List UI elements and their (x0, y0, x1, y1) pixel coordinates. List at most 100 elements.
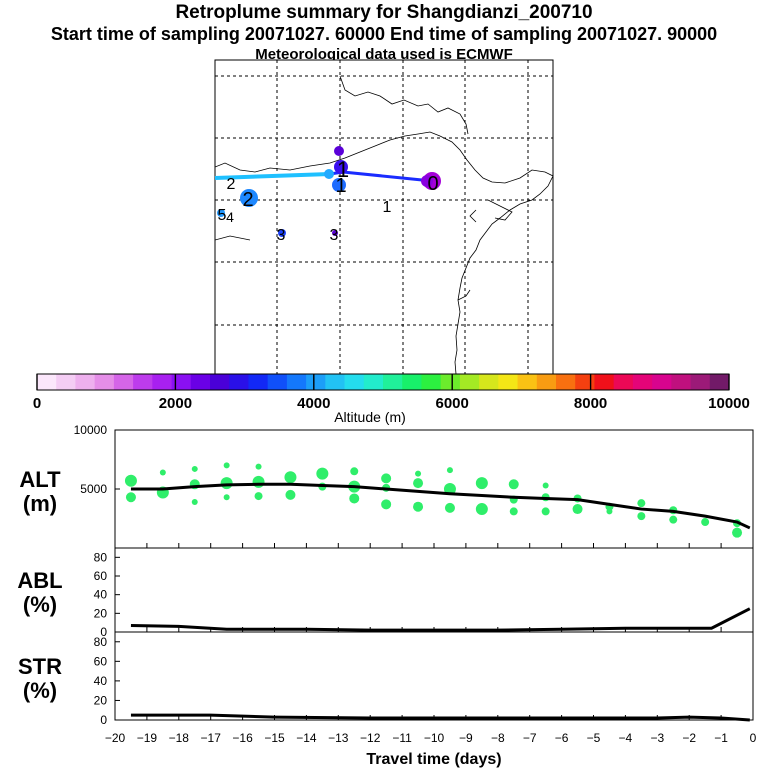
trajectory-day-label: 4 (226, 209, 234, 225)
altitude-scatter-point (191, 465, 198, 472)
altitude-scatter-point (191, 498, 198, 505)
altitude-scatter-point (285, 489, 296, 500)
colorbar-cell (690, 374, 711, 390)
trajectory-point (332, 230, 338, 236)
colorbar-cell (94, 374, 115, 390)
colorbar-cell (402, 374, 422, 390)
altitude-scatter-point (349, 493, 360, 504)
altitude-scatter-point (415, 470, 422, 477)
x-tick-label: −19 (137, 731, 158, 745)
panel-frame (114, 631, 754, 721)
y-tick-label: 20 (94, 606, 108, 620)
altitude-scatter-point (606, 508, 613, 515)
x-tick-label: −14 (296, 731, 317, 745)
altitude-scatter-point (637, 512, 646, 521)
y-tick-label: 0 (100, 625, 107, 639)
colorbar-cell (517, 374, 538, 390)
panel-label: STR (18, 654, 62, 679)
panel-label: ALT (19, 467, 61, 492)
colorbar-cell (383, 374, 403, 390)
colorbar-cell (363, 374, 384, 390)
panel-unit: (%) (23, 678, 57, 703)
colorbar-cell (709, 374, 730, 390)
y-tick-label: 80 (94, 550, 108, 564)
trajectory-day-label: 0 (427, 173, 438, 195)
colorbar-cell (37, 374, 57, 390)
colorbar-cell (421, 374, 442, 390)
colorbar-tick-label: 4000 (297, 395, 330, 412)
altitude-scatter-point (220, 477, 233, 490)
colorbar-cell (190, 374, 211, 390)
time-series-panels: 500010000ALT(m)020406080ABL(%)020406080S… (17, 423, 757, 768)
abl-line (130, 607, 751, 632)
chart-title: Retroplume summary for Shangdianzi_20071… (175, 2, 593, 23)
trajectory-segment (214, 172, 331, 180)
mean-altitude-line (130, 482, 751, 530)
colorbar-cell (210, 374, 230, 390)
y-tick-label: 5000 (80, 482, 107, 496)
altitude-scatter-point (572, 504, 583, 515)
trajectory-point (332, 178, 346, 192)
sampling-times: Start time of sampling 20071027. 60000 E… (50, 24, 718, 44)
x-tick-label: −10 (424, 731, 445, 745)
panel-label: ABL (17, 568, 62, 593)
map-frame (214, 59, 554, 375)
x-tick-label: −8 (491, 731, 505, 745)
trajectory-point (217, 209, 225, 217)
altitude-scatter-point (475, 477, 488, 490)
altitude-scatter-point (284, 471, 297, 484)
x-tick-label: −16 (232, 731, 253, 745)
x-tick-label: −20 (105, 731, 126, 745)
altitude-scatter-point (254, 492, 263, 501)
altitude-scatter-point (475, 503, 488, 516)
colorbar-tick-label: 10000 (708, 395, 750, 412)
x-tick-label: −6 (555, 731, 569, 745)
altitude-scatter-point (413, 501, 424, 512)
colorbar-cell (613, 374, 634, 390)
altitude-scatter-point (669, 515, 678, 524)
x-tick-label: 0 (750, 731, 757, 745)
x-tick-label: −5 (587, 731, 601, 745)
trajectory-day-label: 1 (383, 199, 392, 216)
trajectory-day-label: 2 (227, 176, 236, 193)
x-tick-label: −18 (169, 731, 190, 745)
trajectory-point (324, 169, 334, 179)
panel-unit: (%) (23, 592, 57, 617)
altitude-scatter-point (316, 467, 329, 480)
met-data-label: Meteorological data used is ECMWF (255, 46, 513, 63)
x-tick-label: −15 (264, 731, 285, 745)
x-tick-label: −3 (650, 731, 664, 745)
trajectory-point (334, 146, 344, 156)
altitude-scatter-point (508, 479, 519, 490)
colorbar-cell (652, 374, 672, 390)
altitude-scatter-point (124, 474, 137, 487)
colorbar-cell (75, 374, 96, 390)
y-tick-label: 80 (94, 635, 108, 649)
colorbar-cell (56, 374, 76, 390)
altitude-scatter-point (350, 467, 359, 476)
altitude-scatter-point (701, 518, 710, 527)
x-tick-label: −2 (682, 731, 696, 745)
colorbar-label: Altitude (m) (334, 409, 406, 425)
trajectory-day-label: 2 (242, 189, 253, 211)
trajectory-point (278, 229, 286, 237)
y-tick-label: 40 (94, 674, 108, 688)
colorbar-cell (229, 374, 249, 390)
colorbar-cell (632, 374, 653, 390)
y-tick-label: 40 (94, 588, 108, 602)
altitude-scatter-point (541, 507, 550, 516)
colorbar-tick-label: 0 (33, 395, 41, 412)
colorbar-cell (459, 374, 480, 390)
x-tick-label: −11 (392, 731, 412, 745)
x-tick-label: −12 (360, 731, 381, 745)
trajectory-day-label: 1 (337, 157, 349, 182)
altitude-scatter-point (255, 463, 262, 470)
colorbar-cell (440, 374, 461, 390)
altitude-scatter-point (637, 499, 646, 508)
y-tick-label: 20 (94, 693, 108, 707)
y-tick-label: 0 (100, 713, 107, 727)
x-tick-label: −7 (523, 731, 537, 745)
altitude-colorbar: 0 2000 4000 6000 8000 10000 Altitude (m) (33, 373, 750, 425)
colorbar-cell (671, 374, 691, 390)
y-tick-label: 10000 (74, 423, 108, 437)
